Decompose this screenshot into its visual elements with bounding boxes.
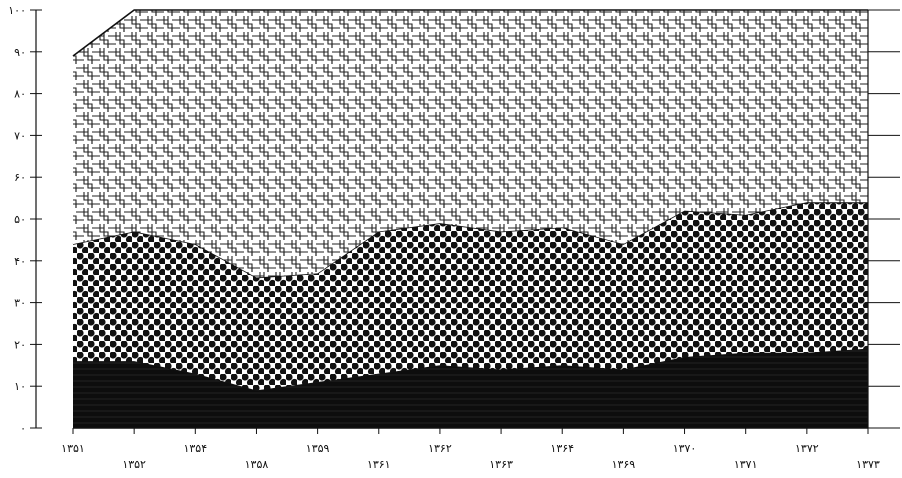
x-tick-label: ۱۳۷۱ bbox=[734, 458, 758, 471]
x-tick-label: ۱۳۷۲ bbox=[795, 442, 819, 455]
series-area-3 bbox=[73, 10, 868, 278]
x-tick-label: ۱۳۵۹ bbox=[306, 442, 330, 455]
series-area-1 bbox=[73, 348, 868, 428]
x-tick-label: ۱۳۵۸ bbox=[245, 458, 269, 471]
area-layer bbox=[72, 9, 869, 428]
axis-layer: ۰ ۱۰ ۲۰ ۳۰ ۴۰ ۵۰ ۶۰ ۷۰ ۸۰ ۹۰ ۱۰۰ ۱۳۵۱ ۱۳۵۲ ۱۳۵۴ ۱۳۵۸ ۱۳… bbox=[8, 4, 900, 471]
x-tick-label: ۱۳۶۴ bbox=[550, 442, 574, 455]
x-tick-label: ۱۳۶۲ bbox=[428, 442, 452, 455]
x-tick-label: ۱۳۵۱ bbox=[61, 442, 85, 455]
y-tick-label: ۳۰ bbox=[14, 297, 26, 310]
y-tick-label: ۴۰ bbox=[14, 255, 26, 268]
x-tick-label: ۱۳۷۰ bbox=[673, 442, 697, 455]
y-tick-label: ۱۰۰ bbox=[8, 4, 26, 17]
x-tick-label: ۱۳۵۲ bbox=[122, 458, 146, 471]
x-tick-label: ۱۳۷۳ bbox=[856, 458, 880, 471]
series-line-3 bbox=[72, 9, 868, 57]
y-tick-label: ۲۰ bbox=[14, 338, 26, 351]
x-tick-label: ۱۳۶۳ bbox=[489, 458, 513, 471]
y-tick-label: ۸۰ bbox=[14, 88, 26, 101]
x-tick-label: ۱۳۶۹ bbox=[612, 458, 636, 471]
x-tick-label: ۱۳۶۱ bbox=[367, 458, 391, 471]
y-tick-label: ۹۰ bbox=[14, 46, 26, 59]
series-area-2 bbox=[73, 202, 868, 391]
y-tick-label: ۵۰ bbox=[14, 213, 26, 226]
y-tick-label: ۷۰ bbox=[14, 129, 26, 142]
y-tick-label: ۱۰ bbox=[14, 380, 26, 393]
y-tick-label: ۶۰ bbox=[14, 171, 26, 184]
y-tick-label: ۰ bbox=[20, 422, 26, 435]
x-tick-label: ۱۳۵۴ bbox=[183, 442, 207, 455]
